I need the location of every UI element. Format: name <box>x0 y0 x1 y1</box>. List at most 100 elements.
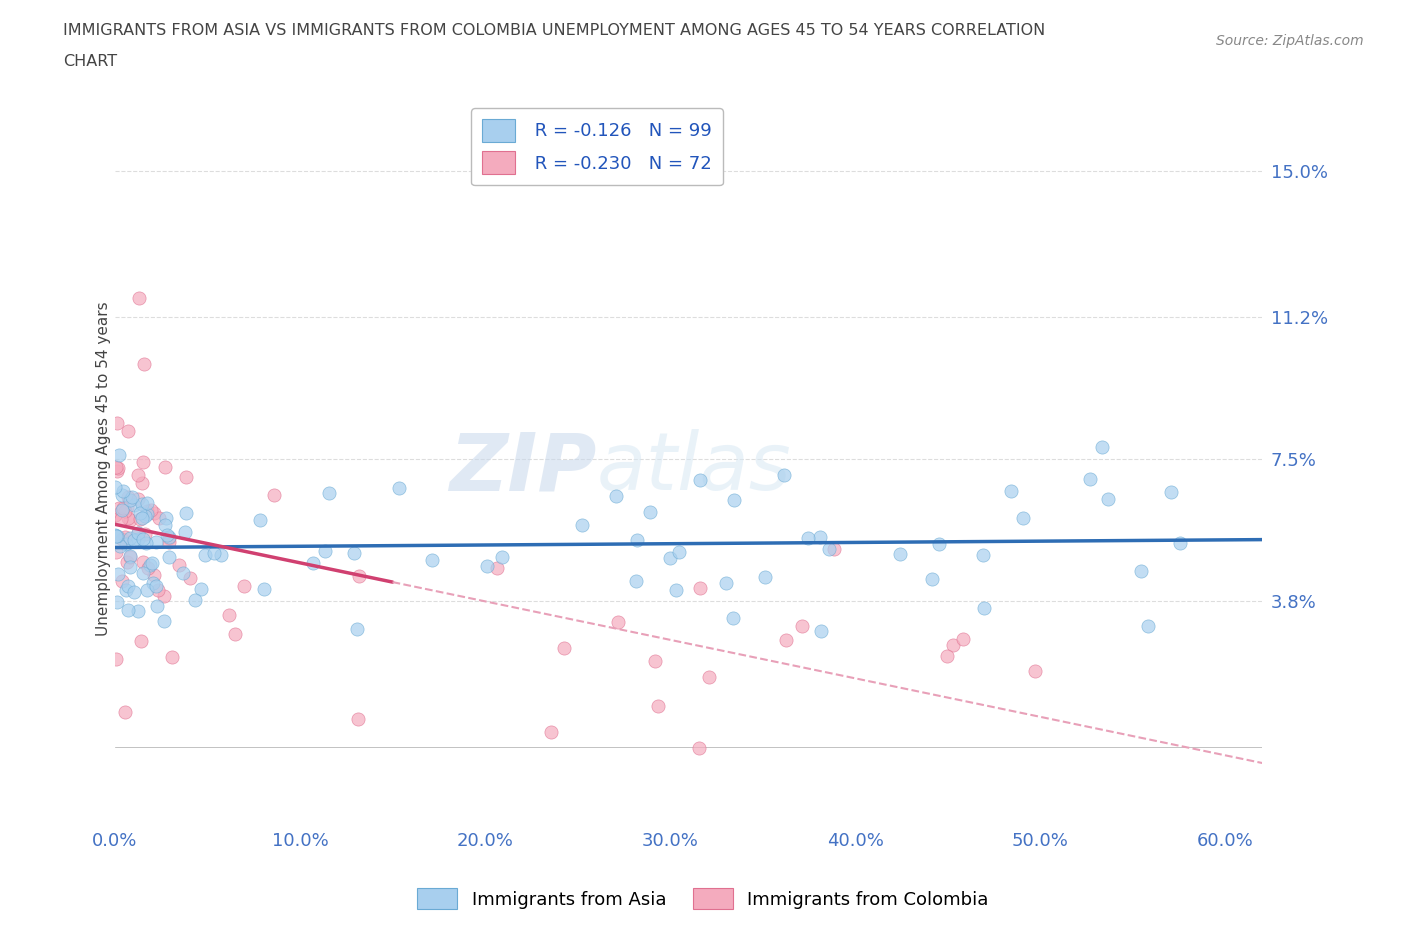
Point <box>104 479 127 494</box>
Point <box>157 530 180 545</box>
Point <box>952 631 974 646</box>
Point <box>136 496 159 511</box>
Point <box>117 424 139 439</box>
Point <box>134 357 156 372</box>
Point <box>775 632 797 647</box>
Point <box>605 488 627 503</box>
Point <box>115 499 138 514</box>
Point <box>194 548 217 563</box>
Point <box>120 550 142 565</box>
Point <box>148 511 170 525</box>
Point <box>105 464 128 479</box>
Point <box>624 574 647 589</box>
Point <box>104 460 127 475</box>
Point <box>797 531 820 546</box>
Point <box>553 641 575 656</box>
Point <box>1097 492 1119 507</box>
Point <box>127 525 149 540</box>
Point <box>118 549 141 564</box>
Point <box>823 542 845 557</box>
Point <box>141 555 163 570</box>
Point <box>134 527 156 542</box>
Point <box>139 558 162 573</box>
Point <box>128 290 150 305</box>
Point <box>122 584 145 599</box>
Point <box>143 567 166 582</box>
Point <box>983 835 1005 850</box>
Point <box>973 601 995 616</box>
Point <box>120 492 142 507</box>
Point <box>1091 440 1114 455</box>
Point <box>139 503 162 518</box>
Point <box>104 528 127 543</box>
Point <box>111 573 134 588</box>
Point <box>190 582 212 597</box>
Point <box>172 565 194 580</box>
Text: Source: ZipAtlas.com: Source: ZipAtlas.com <box>1216 34 1364 48</box>
Point <box>640 505 662 520</box>
Point <box>420 552 443 567</box>
Point <box>157 530 180 545</box>
Text: IMMIGRANTS FROM ASIA VS IMMIGRANTS FROM COLOMBIA UNEMPLOYMENT AMONG AGES 45 TO 5: IMMIGRANTS FROM ASIA VS IMMIGRANTS FROM … <box>63 23 1046 38</box>
Point <box>143 505 166 520</box>
Point <box>134 508 156 523</box>
Point <box>347 568 370 583</box>
Point <box>347 711 370 726</box>
Point <box>176 506 198 521</box>
Point <box>889 547 911 562</box>
Point <box>346 622 368 637</box>
Point <box>105 528 128 543</box>
Point <box>249 512 271 527</box>
Point <box>131 511 153 525</box>
Point <box>1000 484 1022 498</box>
Point <box>129 505 152 520</box>
Point <box>647 698 669 713</box>
Point <box>1136 618 1159 633</box>
Point <box>1078 472 1101 486</box>
Point <box>184 592 207 607</box>
Point <box>111 532 134 547</box>
Point <box>155 517 177 532</box>
Point <box>723 493 745 508</box>
Point <box>110 512 132 526</box>
Point <box>754 570 776 585</box>
Point <box>111 487 134 502</box>
Point <box>122 498 145 512</box>
Point <box>105 416 128 431</box>
Point <box>1024 664 1046 679</box>
Point <box>644 653 666 668</box>
Point <box>124 532 146 547</box>
Point <box>179 570 201 585</box>
Point <box>818 541 841 556</box>
Point <box>104 508 127 523</box>
Point <box>105 529 128 544</box>
Point <box>121 490 143 505</box>
Point <box>659 551 682 565</box>
Point <box>936 648 959 663</box>
Point <box>145 535 167 550</box>
Point <box>131 497 153 512</box>
Point <box>477 559 499 574</box>
Point <box>120 560 142 575</box>
Point <box>156 527 179 542</box>
Point <box>114 503 136 518</box>
Point <box>263 488 285 503</box>
Point <box>117 603 139 618</box>
Text: CHART: CHART <box>63 54 117 69</box>
Point <box>157 535 180 550</box>
Point <box>318 485 340 500</box>
Point <box>790 619 813 634</box>
Point <box>105 594 128 609</box>
Point <box>131 476 153 491</box>
Point <box>540 724 562 739</box>
Point <box>131 554 153 569</box>
Point <box>131 633 153 648</box>
Point <box>157 549 180 564</box>
Point <box>153 589 176 604</box>
Point <box>132 565 155 580</box>
Point <box>107 566 129 581</box>
Legend:  R = -0.126   N = 99,  R = -0.230   N = 72: R = -0.126 N = 99, R = -0.230 N = 72 <box>471 108 723 185</box>
Point <box>972 547 994 562</box>
Point <box>108 500 131 515</box>
Point <box>1170 536 1192 551</box>
